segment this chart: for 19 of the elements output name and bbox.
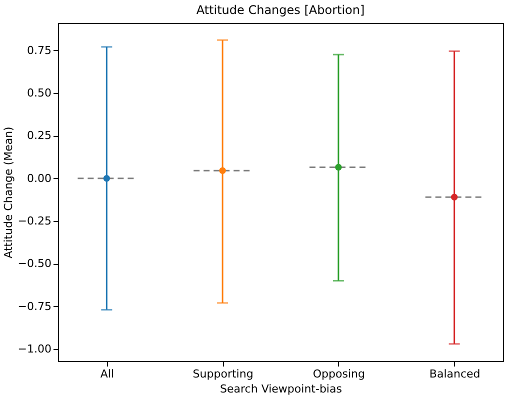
y-tick-label: −0.50: [18, 257, 52, 270]
y-tick-label: 0.00: [27, 172, 52, 185]
y-tick-label: 0.25: [27, 129, 52, 142]
point: [335, 164, 342, 171]
x-axis-title: Search Viewpoint-bias: [220, 382, 342, 396]
y-tick-label: −0.75: [18, 300, 52, 313]
y-tick-label: −0.25: [18, 214, 52, 228]
x-tick-label: Balanced: [429, 368, 480, 380]
y-tick-label: 0.75: [27, 44, 52, 57]
x-tick-label: All: [100, 368, 114, 380]
chart-title: Attitude Changes [Abortion]: [196, 3, 365, 17]
y-axis-title: Attitude Change (Mean): [2, 126, 15, 258]
x-tick-label: Supporting: [192, 368, 254, 380]
point: [219, 167, 226, 174]
point: [103, 174, 110, 182]
y-tick-label: 0.50: [27, 86, 52, 100]
x-tick-label: Opposing: [312, 368, 365, 380]
point: [450, 194, 458, 200]
y-tick-label: −1.00: [18, 342, 52, 356]
